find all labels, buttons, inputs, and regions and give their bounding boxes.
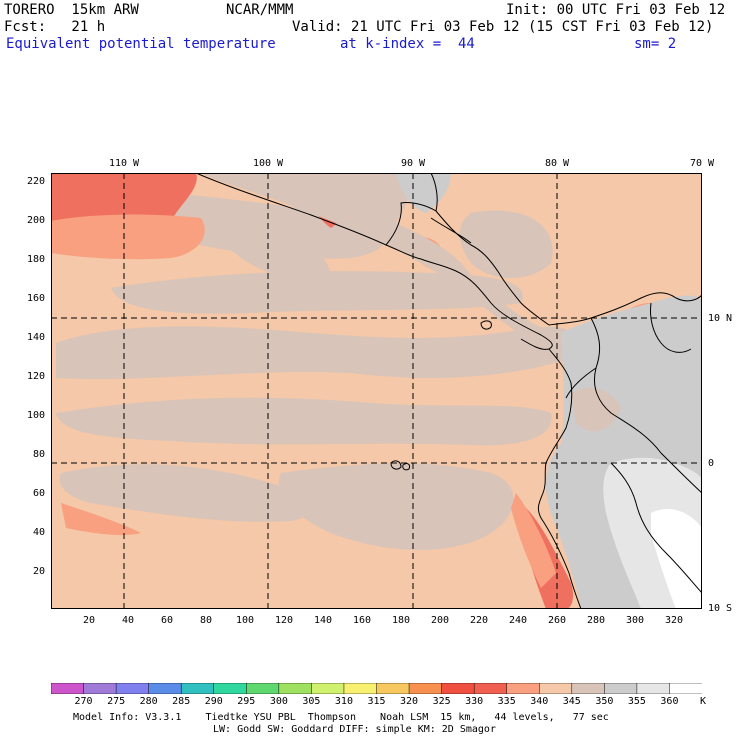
grid-y-label: 160 (26, 293, 45, 304)
lon-label-90w: 90 W (400, 158, 426, 169)
level-label: at k-index = 44 (340, 36, 475, 52)
colorbar-label: 310 (334, 696, 353, 707)
colorbar-label: 315 (367, 696, 386, 707)
colorbar-swatch (408, 683, 443, 694)
valid-time: Valid: 21 UTC Fri 03 Feb 12 (15 CST Fri … (292, 19, 714, 35)
colorbar-swatch (343, 683, 378, 694)
theta-e-map (51, 173, 702, 609)
grid-x-label: 20 (82, 615, 96, 626)
south-america-peak (651, 508, 702, 609)
colorbar-swatch (376, 683, 410, 694)
colorbar-label: 335 (497, 696, 516, 707)
colorbar-swatch (83, 683, 117, 694)
colorbar-label: 285 (172, 696, 191, 707)
colorbar-label: 320 (400, 696, 419, 707)
grid-x-label: 280 (586, 615, 606, 626)
grid-x-label: 40 (121, 615, 135, 626)
colorbar-swatch (539, 683, 573, 694)
grid-x-label: 80 (199, 615, 213, 626)
colorbar-swatch (115, 683, 150, 694)
lon-label-70w: 70 W (689, 158, 715, 169)
colorbar-swatch (51, 683, 85, 694)
grid-x-label: 180 (391, 615, 411, 626)
lon-label-100w: 100 W (252, 158, 284, 169)
forecast-hour: Fcst: 21 h (4, 19, 106, 35)
colorbar-swatch (311, 683, 345, 694)
lat-label-0: 0 (708, 458, 715, 469)
coastlines (195, 173, 702, 609)
map-frame (51, 173, 702, 609)
grid-y-label: 180 (26, 254, 45, 265)
central-america-land (201, 173, 553, 345)
grid-x-label: 240 (508, 615, 528, 626)
colorbar-label: 290 (204, 696, 223, 707)
colorbar-label: 295 (237, 696, 256, 707)
grid-x-label: 140 (313, 615, 333, 626)
grid-y-label: 220 (26, 176, 45, 187)
model-info: Model Info: V3.3.1 Tiedtke YSU PBL Thomp… (73, 712, 609, 723)
grid-y-label: 60 (32, 488, 45, 499)
grid-y-label: 100 (26, 410, 45, 421)
colorbar-swatch (278, 683, 313, 694)
grid-y-label: 120 (26, 371, 45, 382)
grid-y-label: 20 (32, 566, 45, 577)
colorbar-swatch (148, 683, 182, 694)
colorbar-label: 275 (107, 696, 126, 707)
model-title: TORERO 15km ARW (4, 2, 139, 18)
colorbar-label: 325 (432, 696, 451, 707)
colorbar-label: 350 (595, 696, 614, 707)
field-name: Equivalent potential temperature (6, 36, 276, 52)
grid-x-label: 260 (547, 615, 567, 626)
grid-x-label: 220 (469, 615, 489, 626)
grid-x-label: 320 (664, 615, 684, 626)
colorbar-unit: K (699, 696, 707, 707)
colorbar-swatch (180, 683, 215, 694)
grid-y-label: 140 (26, 332, 45, 343)
colorbar-swatch (669, 683, 702, 694)
smoothing-label: sm= 2 (634, 36, 677, 52)
grid-y-label: 40 (32, 527, 45, 538)
colorbar-swatch (636, 683, 671, 694)
lon-label-80w: 80 W (544, 158, 570, 169)
graticule (51, 173, 702, 609)
grid-x-label: 60 (160, 615, 174, 626)
colorbar-label: 345 (562, 696, 581, 707)
lat-label-10s: 10 S (708, 603, 733, 614)
grid-y-label: 200 (26, 215, 45, 226)
colorbar (51, 683, 702, 694)
grid-x-label: 200 (430, 615, 450, 626)
physics-info: LW: Godd SW: Goddard DIFF: simple KM: 2D… (213, 724, 496, 735)
colorbar-label: 355 (627, 696, 646, 707)
colorbar-label: 340 (530, 696, 549, 707)
colorbar-label: 330 (465, 696, 484, 707)
grid-x-label: 300 (625, 615, 645, 626)
grid-y-label: 80 (32, 449, 45, 460)
lon-label-110w: 110 W (108, 158, 140, 169)
colorbar-label: 305 (302, 696, 321, 707)
init-time: Init: 00 UTC Fri 03 Feb 12 (506, 2, 726, 18)
colorbar-swatch (604, 683, 638, 694)
org-label: NCAR/MMM (226, 2, 294, 18)
grid-x-label: 160 (352, 615, 372, 626)
colorbar-swatch (571, 683, 606, 694)
colorbar-swatch (246, 683, 280, 694)
grey-bands (56, 193, 575, 550)
colorbar-label: 270 (74, 696, 93, 707)
grid-x-label: 100 (235, 615, 255, 626)
colombia-region (571, 388, 621, 432)
colorbar-swatch (441, 683, 475, 694)
grid-x-label: 120 (274, 615, 294, 626)
lat-label-10n: 10 N (708, 313, 733, 324)
colorbar-swatch (213, 683, 248, 694)
colorbar-label: 300 (269, 696, 288, 707)
colorbar-label: 360 (660, 696, 679, 707)
colorbar-swatch (506, 683, 541, 694)
colorbar-swatch (473, 683, 508, 694)
colorbar-label: 280 (139, 696, 158, 707)
